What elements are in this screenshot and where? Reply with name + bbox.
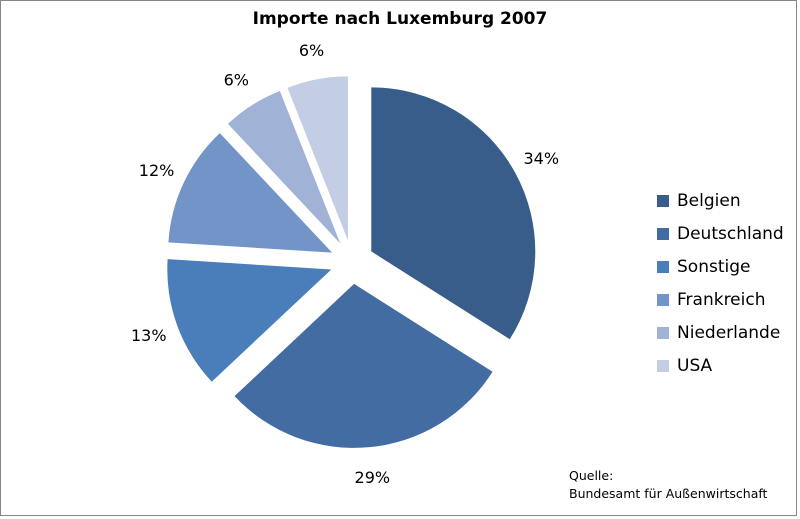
legend-item-frankreich: Frankreich [657, 283, 784, 316]
legend-item-niederlande: Niederlande [657, 316, 784, 349]
pie-slice-deutschland [234, 283, 493, 448]
data-label-deutschland: 29% [355, 468, 391, 487]
legend-swatch [657, 227, 669, 240]
data-label-niederlande: 6% [224, 71, 249, 90]
data-label-usa: 6% [299, 41, 324, 60]
source-text: Bundesamt für Außenwirtschaft [569, 486, 768, 501]
legend-swatch [657, 326, 669, 339]
legend-label: Belgien [677, 190, 741, 211]
legend-swatch [657, 194, 669, 207]
source-note: Quelle: Bundesamt für Außenwirtschaft [569, 467, 767, 503]
legend-label: Sonstige [677, 256, 751, 277]
legend-label: USA [677, 355, 713, 376]
pie-slice-frankreich [168, 133, 333, 253]
chart-title: Importe nach Luxemburg 2007 [252, 9, 548, 29]
legend-label: Frankreich [677, 289, 766, 310]
pie-slice-niederlande [227, 90, 341, 244]
data-label-frankreich: 12% [139, 161, 175, 180]
pie-slice-usa [287, 76, 348, 241]
source-label: Quelle: [569, 468, 614, 483]
legend-item-deutschland: Deutschland [657, 217, 784, 250]
pie-slice-belgien [371, 87, 536, 340]
legend-item-belgien: Belgien [657, 184, 784, 217]
legend-label: Deutschland [677, 223, 784, 244]
legend: Belgien Deutschland Sonstige Frankreich Nied… [657, 184, 784, 382]
pie-slice-sonstige [167, 259, 332, 382]
legend-item-sonstige: Sonstige [657, 250, 784, 283]
legend-swatch [657, 293, 669, 306]
data-label-belgien: 34% [524, 149, 560, 168]
data-label-sonstige: 13% [131, 326, 167, 345]
legend-swatch [657, 260, 669, 273]
legend-item-usa: USA [657, 349, 784, 382]
legend-swatch [657, 359, 669, 372]
legend-label: Niederlande [677, 322, 781, 343]
